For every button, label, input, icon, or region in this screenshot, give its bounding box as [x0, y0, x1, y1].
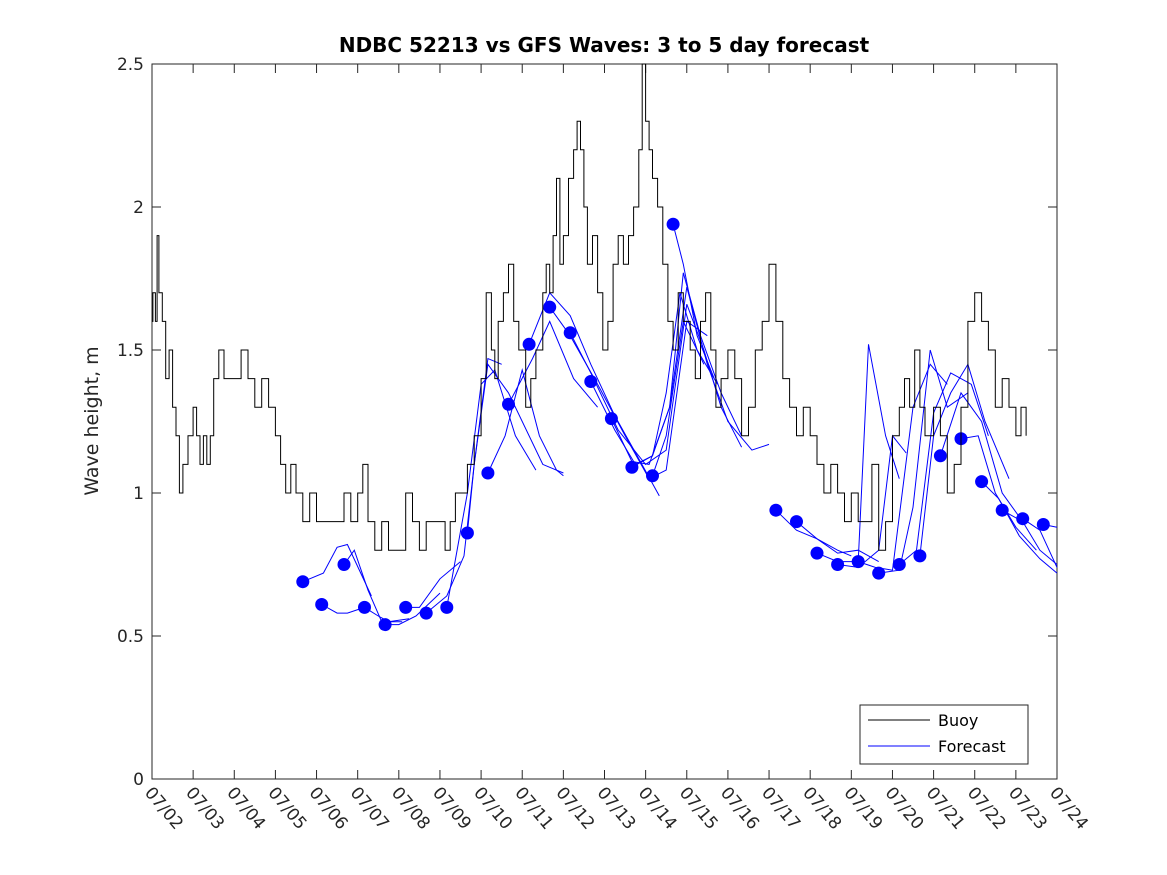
forecast-start-point [522, 337, 536, 351]
chart-title: NDBC 52213 vs GFS Waves: 3 to 5 day fore… [339, 33, 870, 57]
y-tick-label: 1 [133, 484, 144, 504]
forecast-line [549, 306, 708, 480]
y-tick-label: 2 [133, 198, 144, 218]
forecast-start-point [460, 526, 474, 540]
forecast-start-point [625, 460, 639, 474]
forecast-start-point [810, 546, 824, 560]
forecast-line [939, 391, 1024, 522]
forecast-start-point [913, 549, 927, 563]
forecast-start-point [975, 475, 989, 489]
forecast-line [508, 320, 598, 408]
forecast-line [652, 319, 705, 476]
y-axis-label: Wave height, m [81, 346, 103, 495]
y-tick-label: 1.5 [117, 341, 144, 361]
forecast-start-point [995, 503, 1009, 517]
forecast-line [425, 357, 502, 614]
forecast-start-point [831, 558, 845, 571]
forecast-start-point [337, 558, 351, 571]
forecast-start-point [790, 515, 803, 529]
legend: Buoy Forecast [859, 704, 1029, 765]
forecast-start-point [604, 412, 618, 426]
forecast-start-point [563, 326, 577, 340]
forecast-line [919, 363, 1010, 556]
forecast-start-point [892, 558, 906, 571]
forecast-start-point [851, 555, 865, 569]
forecast-start-point [399, 600, 413, 614]
forecast-line [1001, 509, 1058, 565]
forecast-line [858, 363, 948, 571]
forecast-line [878, 349, 969, 574]
y-tick-label: 0 [133, 770, 144, 790]
forecast-start-point [584, 375, 598, 388]
forecast-start-point [378, 618, 392, 632]
forecast-line [796, 521, 879, 563]
forecast-start-point [933, 449, 947, 463]
forecast-line [981, 481, 1058, 574]
forecast-line [321, 604, 365, 614]
forecast-line [302, 543, 372, 597]
forecast-start-point [358, 600, 371, 614]
forecast-line [960, 435, 1037, 551]
forecast-start-point [419, 606, 433, 620]
forecast-line [405, 561, 461, 608]
forecast-series [296, 217, 1058, 632]
forecast-start-point [481, 466, 495, 480]
legend-forecast-label: Forecast [938, 737, 1006, 756]
forecast-start-point [769, 503, 783, 517]
buoy-series [152, 63, 1027, 551]
forecast-start-point [666, 217, 680, 231]
forecast-start-point [1016, 512, 1030, 526]
legend-buoy-label: Buoy [938, 711, 978, 730]
forecast-line [385, 592, 441, 626]
forecast-start-point [502, 397, 515, 411]
plot-area [151, 63, 1058, 780]
forecast-start-point [296, 575, 310, 589]
forecast-start-point [543, 300, 557, 314]
y-tick-label: 0.5 [117, 627, 144, 647]
forecast-line [446, 369, 537, 608]
buoy-line [152, 63, 1027, 551]
forecast-start-point [646, 469, 659, 483]
y-tick-label: 2.5 [117, 55, 144, 75]
forecast-start-point [872, 566, 886, 580]
forecast-start-point [315, 598, 329, 611]
forecast-start-point [440, 600, 454, 614]
forecast-line [672, 224, 715, 379]
forecast-line [898, 372, 989, 565]
legend-box [859, 704, 1029, 765]
forecast-line [1022, 518, 1058, 568]
forecast-start-point [1036, 518, 1050, 531]
